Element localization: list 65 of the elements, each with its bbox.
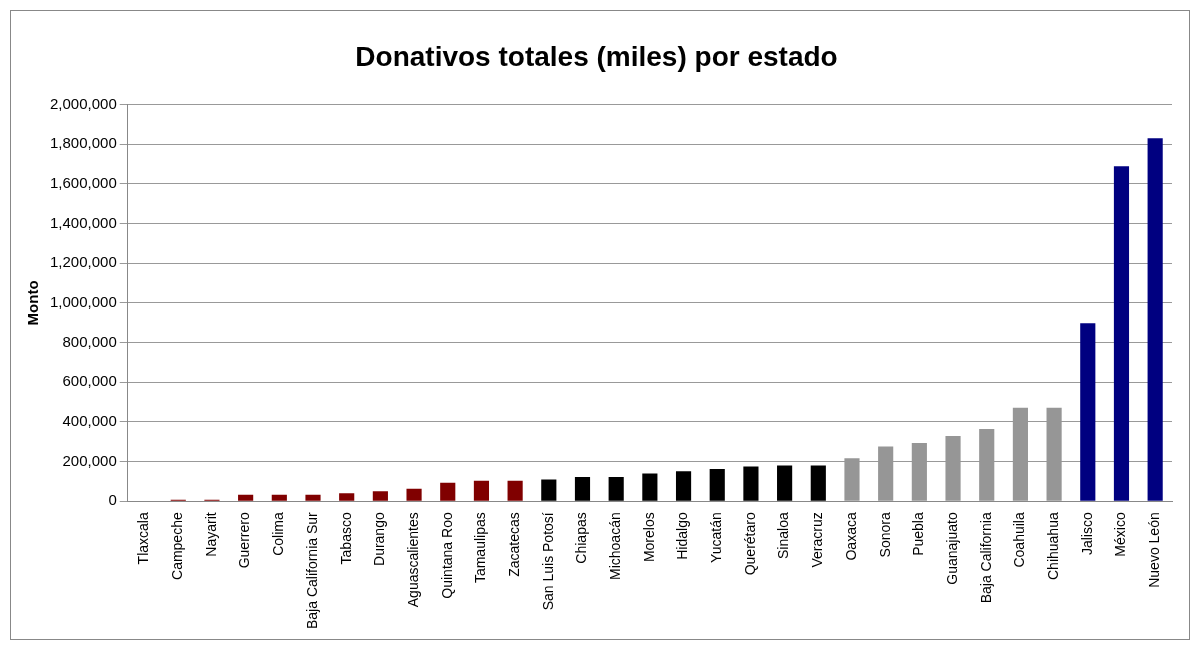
x-tick-label: Jalisco [1078, 512, 1095, 556]
x-tick-label: Colima [270, 512, 287, 556]
x-tick-label: Tlaxcala [135, 512, 152, 565]
x-tick-label: Veracruz [809, 512, 826, 568]
x-tick-label: Guanajuato [943, 512, 960, 585]
x-tick-label: Campeche [169, 512, 186, 580]
x-tick-label: Nayarit [202, 512, 219, 557]
bar [642, 473, 658, 501]
bar [271, 494, 287, 501]
bar [743, 466, 759, 501]
bar [406, 488, 422, 501]
x-tick-label: Oaxaca [842, 512, 859, 561]
x-tick-label: Durango [371, 512, 388, 566]
y-tick-label: 600,000 [62, 372, 117, 390]
bar [1113, 166, 1130, 501]
y-tick-label: 1,400,000 [50, 213, 117, 231]
y-tick-label: 0 [108, 491, 117, 509]
x-tick-label: Michoacán [607, 512, 624, 580]
y-tick-label: 1,600,000 [50, 174, 117, 192]
bar [305, 494, 321, 501]
chart-title: Donativos totales (miles) por estado [355, 40, 838, 72]
y-tick-label: 200,000 [62, 451, 117, 469]
x-tick-label: Baja California [977, 512, 994, 604]
bar [372, 491, 388, 501]
x-tick-label: Baja California Sur [303, 511, 320, 630]
x-tick-label: Sinaloa [775, 512, 792, 559]
y-tick-label: 1,000,000 [50, 293, 117, 311]
bar [675, 471, 692, 501]
bar [238, 494, 254, 501]
y-tick-label: 1,200,000 [50, 253, 117, 271]
x-tick-label: Nuevo León [1146, 512, 1163, 588]
x-tick-label: Aguascalientes [404, 512, 421, 608]
x-tick-label: Morelos [640, 512, 657, 563]
bar [440, 482, 456, 501]
x-tick-label: Yucatán [708, 512, 725, 563]
bar [507, 480, 523, 501]
y-tick-label: 2,000,000 [50, 94, 117, 112]
x-tick-label: Coahuila [1011, 512, 1028, 568]
y-axis-title: Monto [24, 280, 42, 326]
x-tick-label: San Luis Potosí [539, 512, 556, 611]
bar [473, 480, 490, 501]
x-tick-label: Tamaulipas [472, 512, 489, 584]
bar [541, 479, 557, 501]
x-tick-label: Chiapas [573, 512, 590, 564]
x-tick-label: Guerrero [236, 512, 253, 569]
bar [608, 477, 624, 501]
bar [810, 465, 826, 501]
x-tick-label: Chihuahua [1044, 512, 1061, 581]
y-tick-label: 800,000 [62, 332, 117, 350]
bar [339, 493, 355, 501]
y-tick-label: 400,000 [62, 412, 117, 430]
x-tick-label: Quintana Roo [438, 512, 455, 599]
bar [574, 477, 591, 501]
bar [1080, 323, 1096, 501]
x-tick-label: Querétaro [741, 512, 758, 576]
x-tick-label: Puebla [910, 512, 927, 556]
x-tick-label: México [1112, 512, 1129, 557]
x-tick-label: Tabasco [337, 512, 354, 565]
x-tick-label: Zacatecas [505, 512, 522, 577]
bar [1147, 138, 1163, 501]
y-tick-label: 1,800,000 [50, 134, 117, 152]
bar [777, 465, 793, 501]
bar [709, 468, 725, 501]
x-tick-label: Hidalgo [674, 512, 691, 560]
x-tick-label: Sonora [876, 512, 893, 558]
